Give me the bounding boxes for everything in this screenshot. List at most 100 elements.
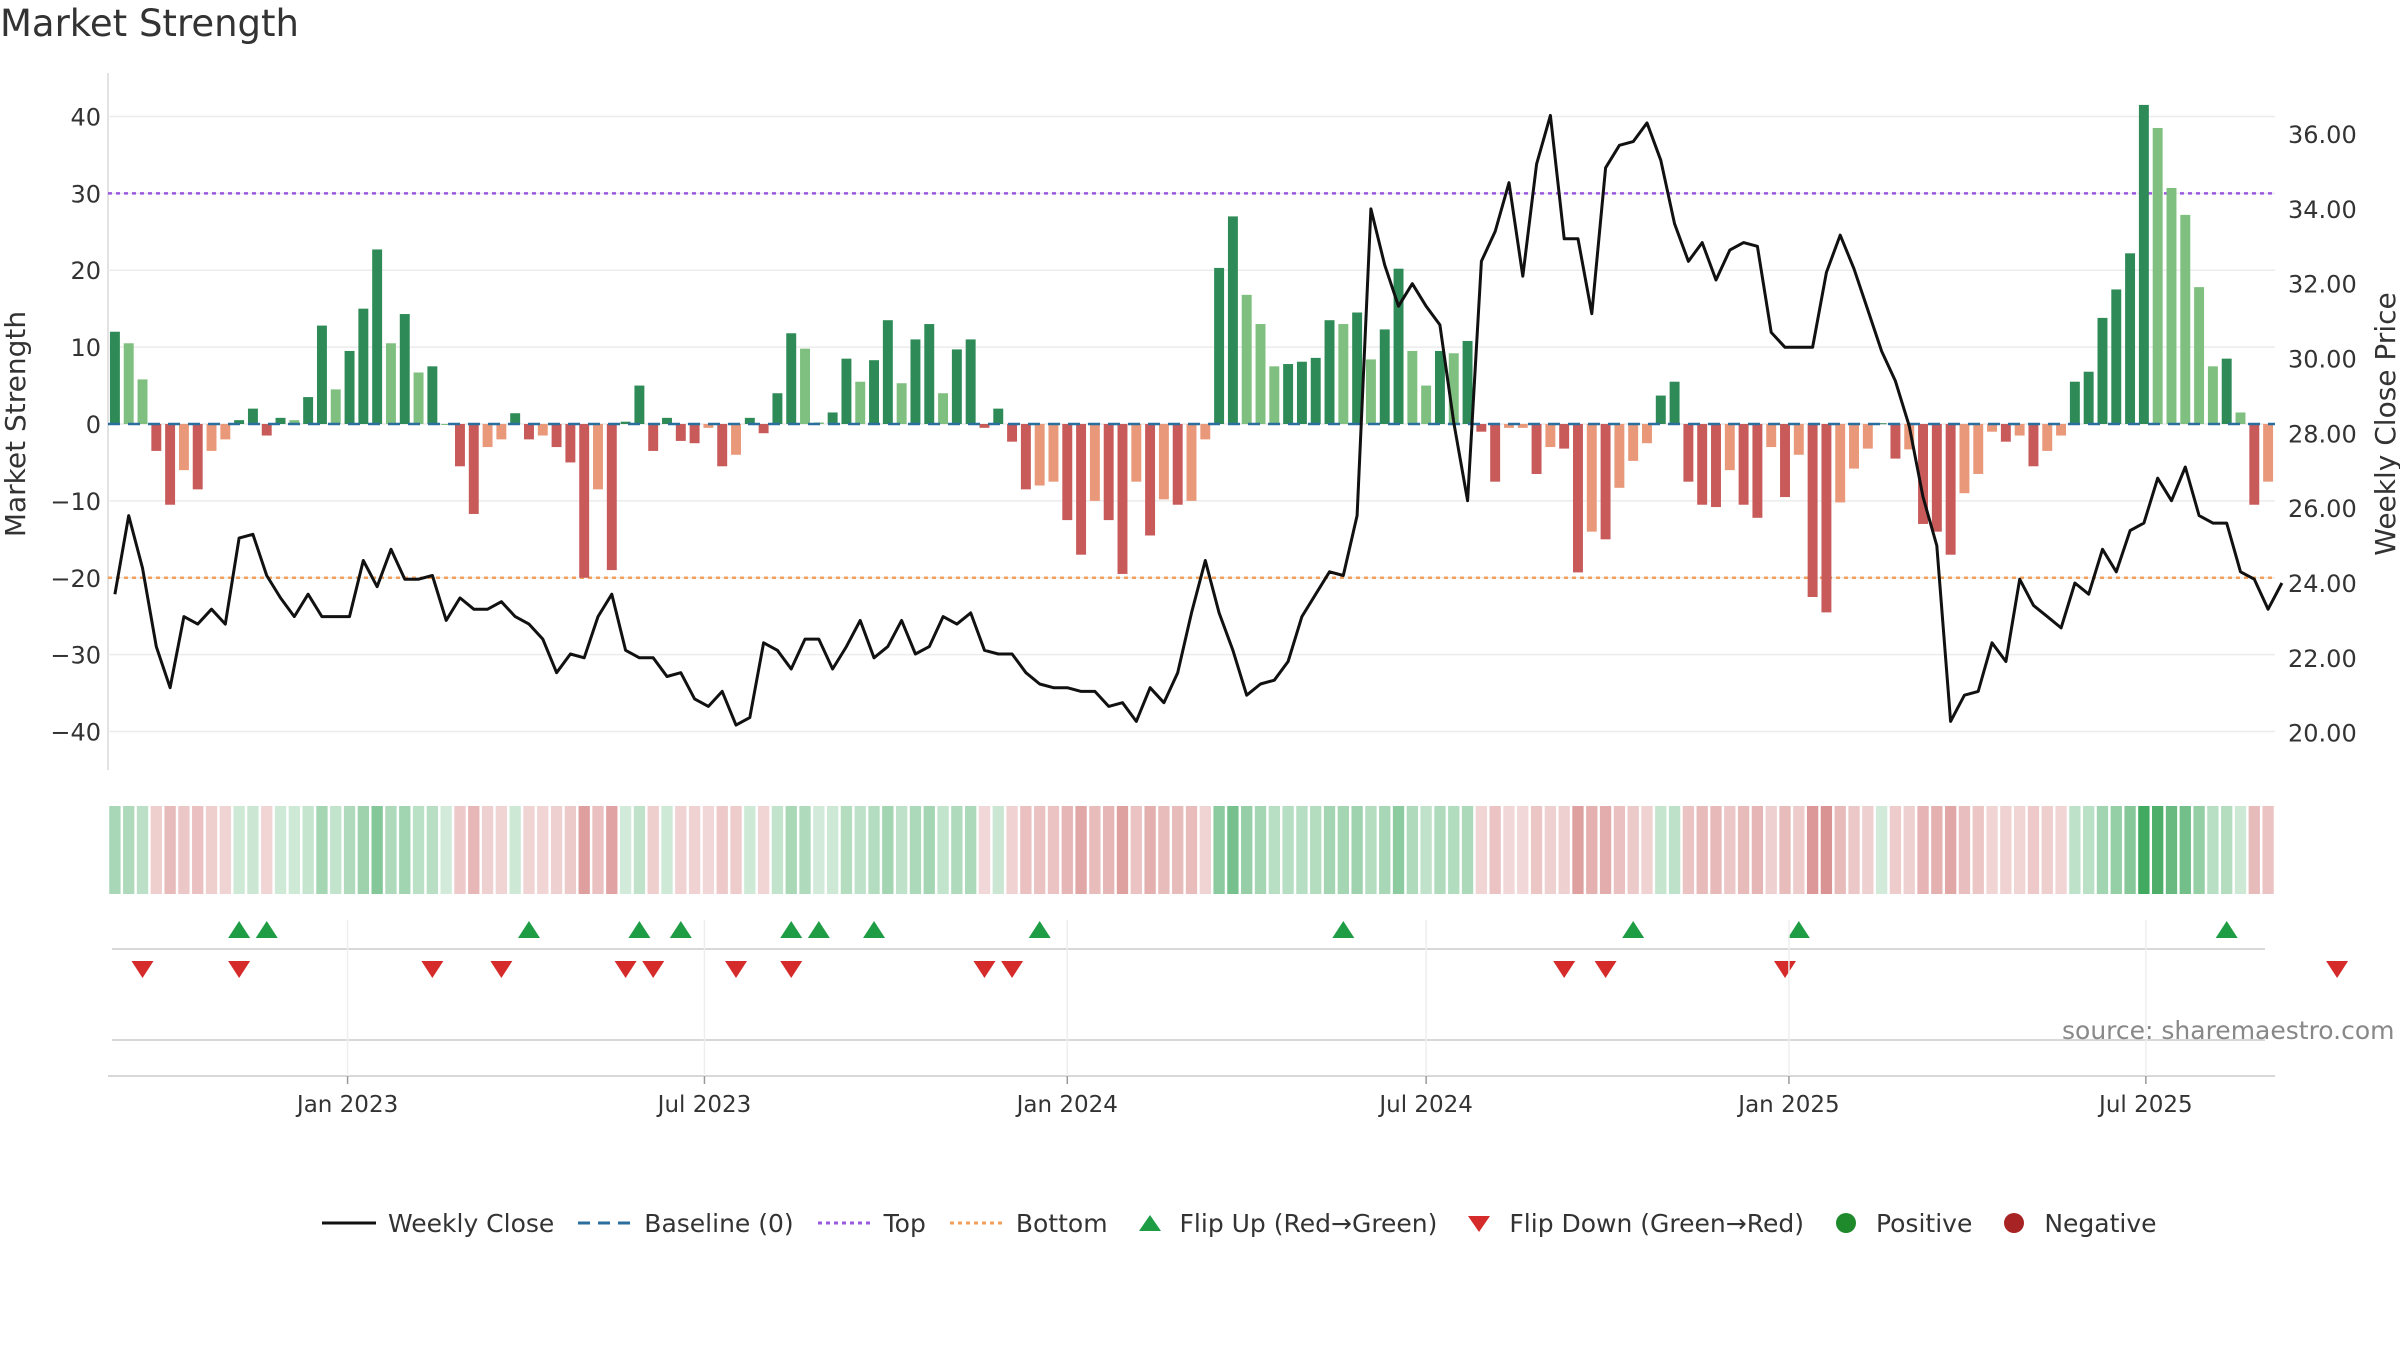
strength-bar [454,424,465,467]
legend-item: Bottom [948,1208,1108,1238]
heat-strip-cell [1061,806,1073,894]
legend-label: Bottom [1015,1208,1108,1238]
strength-bar [1421,385,1432,424]
strength-bar [2207,366,2218,424]
legend-label: Top [883,1208,926,1238]
legend-label: Flip Up (Red→Green) [1179,1208,1438,1238]
heat-strip-cell [1116,806,1129,894]
strength-bar [1020,424,1031,490]
heat-strip-cell [1489,806,1501,894]
legend-label: Positive [1875,1208,1973,1238]
strength-bar [910,339,921,424]
heat-strip-cell [978,806,991,894]
strength-bar [648,424,659,451]
strength-bar [1904,424,1915,450]
heat-strip-cell [1903,806,1915,894]
strength-bar [2166,187,2177,424]
flip-up-marker [255,921,278,938]
strength-bar [938,393,949,424]
heat-strip-cell [509,806,521,894]
legend-swatch [949,1221,1004,1225]
strength-bar [289,420,300,424]
heat-strip-cell [288,806,300,894]
heat-strip-cell [1737,806,1750,894]
legend-swatch [322,1221,376,1225]
heat-strip-cell [1144,806,1156,894]
heat-strip-cell [1641,806,1653,894]
strength-bar [841,358,852,424]
heat-strip-cell [399,806,411,894]
strength-bar [1973,424,1984,474]
heat-strip-cell [2013,806,2026,894]
flip-up-marker [780,921,803,938]
right-tick-label: 24.00 [2288,570,2357,598]
flip-down-marker [131,961,154,978]
legend-label: Baseline (0) [644,1208,794,1238]
flip-down-marker [2326,961,2349,978]
heat-strip-cell [523,806,535,894]
heat-strip-cell [550,806,563,894]
heat-strip-cell [1517,806,1529,894]
strength-bar [1752,424,1763,518]
heat-strip-cell [454,806,466,894]
legend-swatch [1468,1216,1491,1232]
strength-bar [372,249,383,424]
strength-bar [1269,366,1280,424]
heat-strip-cell [813,806,825,894]
left-tick-label: −40 [50,719,101,747]
strength-bar [675,424,686,441]
left-tick-label: −10 [50,488,101,516]
heat-strip-cell [1710,806,1722,894]
strength-bar [1062,424,1073,521]
strength-bar [965,339,976,424]
heat-strip-cell [1724,806,1736,894]
strength-bar [1407,350,1418,424]
flip-up-marker [517,921,540,938]
heat-strip-cell [2248,806,2260,894]
heat-strip-cell [1034,806,1046,894]
strength-bar [303,397,314,424]
heat-strip-cell [1213,806,1225,894]
strength-bar [1724,424,1735,471]
strength-bar [2180,214,2191,424]
heat-strip-cell [951,806,963,894]
strength-bar [2028,424,2039,467]
strength-bar [1296,361,1307,424]
strength-bar [924,324,935,424]
strength-bar [1490,424,1501,482]
legend-label: Weekly Close [388,1208,555,1238]
heat-strip-cell [2083,806,2095,894]
strength-bar [1545,424,1556,448]
flip-down-marker [725,961,748,978]
flip-down-marker [973,961,996,978]
strength-bar [1007,424,1018,442]
heat-strip-cell [2262,806,2274,894]
strength-bar [358,308,369,424]
strength-bar [1586,424,1597,532]
strength-bar [2111,289,2122,424]
strength-bar [496,424,507,440]
heat-strip-cell [675,806,687,894]
strength-bar [1241,294,1252,424]
strength-bar [1503,424,1514,428]
heat-strip-cell [261,806,273,894]
left-tick-label: −30 [50,642,101,670]
strength-bar [758,424,769,434]
strength-bar [744,417,755,424]
strength-bar [731,424,741,455]
right-tick-label: 34.00 [2288,196,2357,224]
strength-bar [786,333,797,424]
left-tick-label: −20 [50,565,101,593]
heat-strip-cell [619,806,632,894]
heat-strip-cell [716,806,728,894]
strength-bar [1352,312,1363,424]
flip-up-marker [2215,921,2238,938]
heat-strip-cell [1668,806,1681,894]
flip-down-marker [1594,961,1617,978]
strength-bar [2056,424,2067,436]
heat-strip-cell [578,806,590,894]
strength-bar [2000,424,2011,442]
strength-bar [1338,324,1349,424]
heat-strip-cell [647,806,659,894]
